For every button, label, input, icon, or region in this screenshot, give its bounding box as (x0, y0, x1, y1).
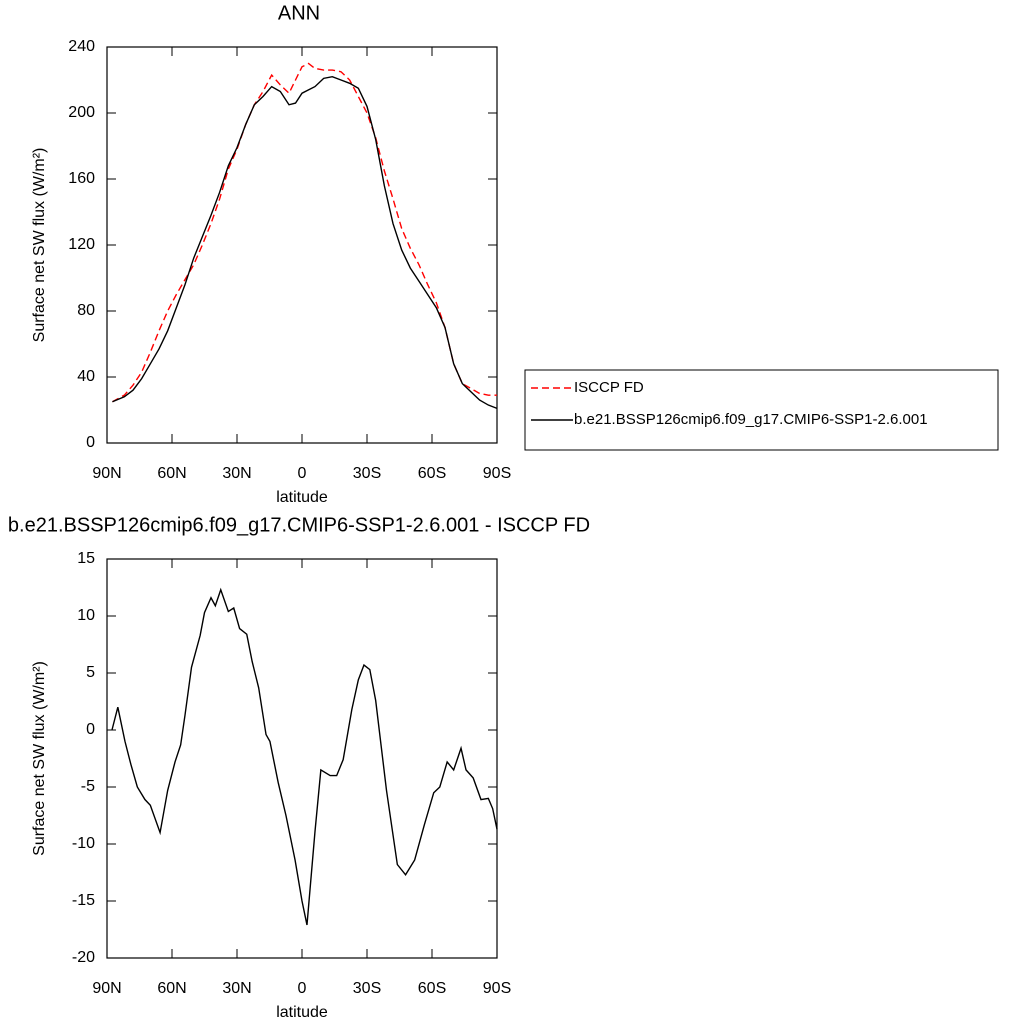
x-tick-label: 30N (222, 980, 251, 997)
x-tick-label: 90S (483, 980, 511, 997)
y-tick-label: -5 (81, 778, 95, 795)
y-tick-label: 80 (77, 302, 95, 319)
y-tick-label: 40 (77, 368, 95, 385)
x-tick-label: 60S (418, 980, 446, 997)
x-tick-label: 60N (157, 465, 186, 482)
plot-frame (106, 46, 498, 444)
y-tick-label: -15 (72, 892, 95, 909)
y-tick-label: 0 (86, 434, 95, 451)
y-tick-label: -10 (72, 835, 95, 852)
legend-label: ISCCP FD (574, 379, 644, 396)
chart-panel: 0 40 80 120 160 200 240 90N 60N 30N 0 30S 60S 90S ANN l… (31, 2, 999, 506)
y-tick-label: 0 (86, 721, 95, 738)
y-tick-label: 160 (68, 170, 95, 187)
x-tick-label: 0 (298, 980, 307, 997)
x-axis-label: latitude (276, 1004, 328, 1021)
x-tick-label: 90S (483, 465, 511, 482)
x-tick-label: 60S (418, 465, 446, 482)
y-tick-label: 240 (68, 38, 95, 55)
data-line (111, 587, 498, 926)
x-tick-label: 30N (222, 465, 251, 482)
y-tick-label: 200 (68, 104, 95, 121)
legend-box (524, 369, 999, 451)
x-tick-label: 30S (353, 465, 381, 482)
x-tick-label: 0 (298, 465, 307, 482)
x-tick-label: 90N (92, 980, 121, 997)
y-tick-label: -20 (72, 949, 95, 966)
y-tick-label: 120 (68, 236, 95, 253)
y-axis-label: Surface net SW flux (W/m²) (31, 148, 48, 343)
chart-title: ANN (278, 2, 320, 24)
x-tick-label: 30S (353, 980, 381, 997)
y-tick-label: 10 (77, 607, 95, 624)
chart-title: b.e21.BSSP126cmip6.f09_g17.CMIP6-SSP1-2.… (8, 514, 590, 536)
data-line (112, 75, 498, 410)
legend-label: b.e21.BSSP126cmip6.f09_g17.CMIP6-SSP1-2.… (574, 411, 928, 428)
x-axis-label: latitude (276, 489, 328, 506)
y-axis-label: Surface net SW flux (W/m²) (31, 661, 48, 856)
x-tick-label: 60N (157, 980, 186, 997)
x-tick-label: 90N (92, 465, 121, 482)
y-tick-label: 15 (77, 550, 95, 567)
data-line (112, 62, 497, 403)
y-tick-label: 5 (86, 664, 95, 681)
chart-panel: -20 -15 -10 -5 0 5 10 15 90N 60N 30N 0 30S 60S 90S b.e2… (8, 514, 590, 1021)
